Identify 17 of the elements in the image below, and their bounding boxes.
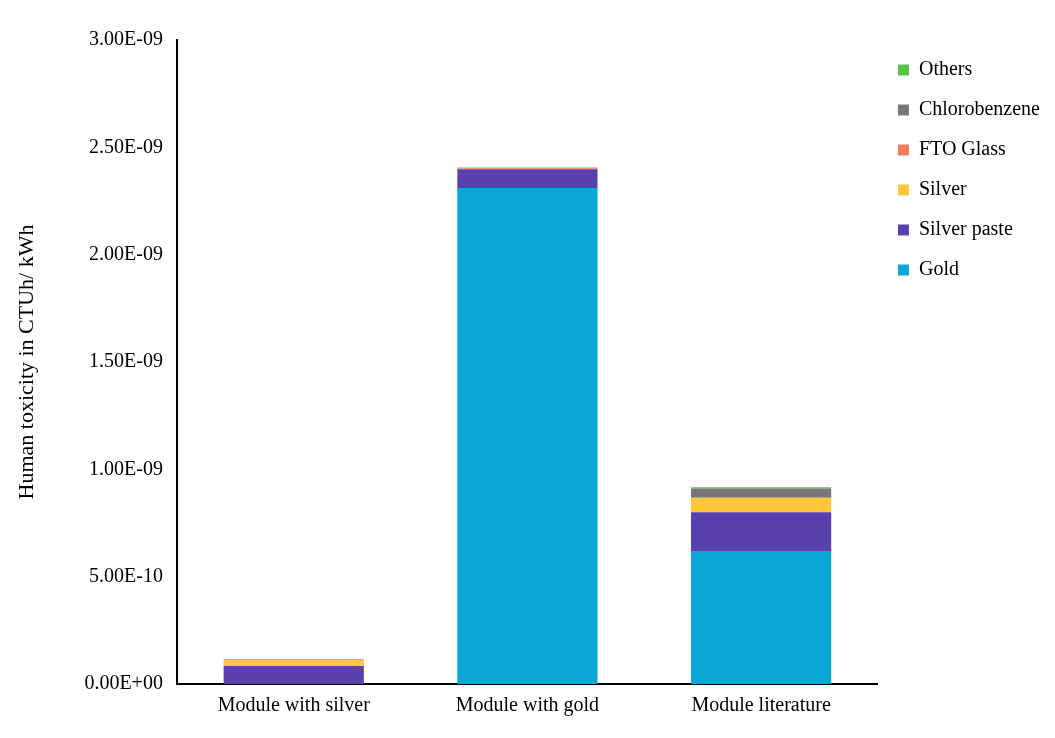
legend-label: Chlorobenzene (918, 97, 1041, 120)
y-tick-label: 3.00E-09 (89, 27, 163, 50)
y-axis-title: Human toxicity in CTUh/ kWh (12, 224, 38, 500)
y-tick-label: 1.50E-09 (89, 349, 163, 372)
legend-label: Silver paste (918, 217, 1013, 241)
legend-label: FTO Glass (918, 137, 1007, 160)
x-tick-label: Module with gold (455, 693, 600, 717)
y-tick-label: 0.00E+00 (84, 671, 163, 694)
y-tick-label: 1.00E-09 (89, 456, 163, 479)
y-tick-label: 2.50E-09 (89, 134, 163, 157)
x-tick-label: Module with silver (217, 693, 371, 716)
legend-label: Others (918, 57, 973, 80)
y-tick-label: 2.00E-09 (89, 241, 163, 264)
x-tick-label: Module literature (691, 693, 831, 716)
legend-label: Silver (918, 177, 968, 200)
y-tick-label: 5.00E-10 (89, 563, 163, 586)
legend-label: Gold (918, 257, 959, 280)
